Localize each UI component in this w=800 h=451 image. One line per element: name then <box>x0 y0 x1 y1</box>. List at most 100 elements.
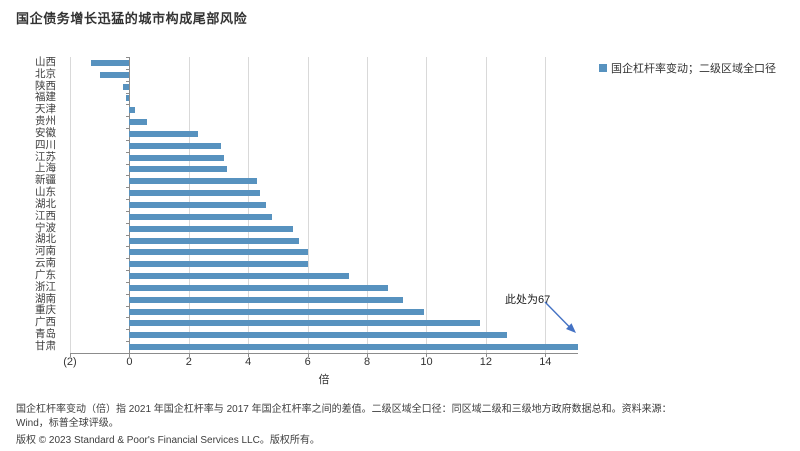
bar-安徽 <box>129 130 198 137</box>
bar-天津 <box>129 107 136 114</box>
y-axis-label: 安徽 <box>35 126 56 139</box>
y-axis-label: 湖北 <box>35 197 56 210</box>
x-axis-tick-mark <box>545 354 547 357</box>
category-tick-mark <box>126 281 130 283</box>
annotation-text: 此处为67 <box>505 294 551 306</box>
category-tick-mark <box>126 68 130 70</box>
gridline <box>545 57 547 353</box>
bar-重庆 <box>129 308 424 315</box>
x-axis-tick-mark <box>307 354 309 357</box>
bar-江苏 <box>129 154 225 161</box>
category-tick-mark <box>126 116 130 118</box>
category-tick-mark <box>126 57 130 58</box>
gridline <box>367 57 369 353</box>
legend-swatch-icon <box>599 64 607 72</box>
y-axis-label: 云南 <box>35 257 56 270</box>
x-axis-tick-label: 10 <box>420 356 433 368</box>
x-axis-tick-mark <box>129 354 131 357</box>
bar-陕西 <box>123 83 130 90</box>
category-tick-mark <box>126 234 130 236</box>
y-axis-label: 河南 <box>35 245 56 258</box>
bar-湖南 <box>129 296 403 303</box>
gridline <box>70 57 71 353</box>
copyright-line: 版权 © 2023 Standard & Poor's Financial Se… <box>16 435 320 446</box>
x-axis-tick-label: 4 <box>245 356 252 368</box>
x-axis-tick-label: 12 <box>479 356 493 368</box>
legend-label: 国企杠杆率变动；二级区域全口径 <box>611 63 776 75</box>
bar-云南 <box>129 261 308 268</box>
bar-甘肃 <box>129 344 578 351</box>
y-axis-label: 江苏 <box>35 150 56 163</box>
category-tick-mark <box>126 246 130 248</box>
y-axis-label: 湖南 <box>35 292 56 305</box>
category-tick-mark <box>126 305 130 307</box>
category-tick-mark <box>126 199 130 201</box>
category-tick-mark <box>126 139 130 141</box>
y-axis-label: 上海 <box>35 162 56 175</box>
footnotes: 国企杠杆率变动（倍）指 2021 年国企杠杆率与 2017 年国企杠杆率之间的差… <box>16 403 672 448</box>
category-tick-mark <box>126 128 130 130</box>
category-tick-mark <box>126 293 130 295</box>
y-axis-label: 贵州 <box>35 115 56 128</box>
x-axis-tick-label: (2) <box>63 356 77 368</box>
x-axis-tick-mark <box>426 354 428 357</box>
bar-河南 <box>129 249 308 256</box>
bar-北京 <box>99 71 130 78</box>
gridline <box>426 57 428 353</box>
x-axis-tick-mark <box>367 354 369 357</box>
category-tick-mark <box>126 341 130 343</box>
y-axis-label: 浙江 <box>35 280 56 293</box>
bar-上海 <box>129 166 228 173</box>
bar-青岛 <box>129 332 507 339</box>
bar-山西 <box>90 59 130 66</box>
y-axis-label: 重庆 <box>35 304 56 317</box>
category-tick-mark <box>126 163 130 165</box>
category-tick-mark <box>126 222 130 224</box>
y-axis-label: 天津 <box>35 103 56 116</box>
x-axis-tick-label: 2 <box>185 356 192 368</box>
y-axis-label: 青岛 <box>35 328 56 341</box>
gridline <box>307 57 309 353</box>
bar-湖北 <box>129 237 299 244</box>
bar-湖北 <box>129 202 267 208</box>
y-axis-labels: 山西 北京 陕西 福建 天津 贵州 安徽 四川 江苏 上海 新疆 山东 湖北 江西 宁波 湖北 河南 云南 广东 浙江… <box>0 56 56 353</box>
y-axis-label: 甘肃 <box>35 339 56 352</box>
y-axis-label: 北京 <box>35 67 56 80</box>
y-axis-label: 山东 <box>35 186 56 199</box>
y-axis-label: 湖北 <box>35 233 56 246</box>
footnote-line-1: 国企杠杆率变动（倍）指 2021 年国企杠杆率与 2017 年国企杠杆率之间的差… <box>16 404 672 415</box>
category-tick-mark <box>126 80 130 82</box>
category-tick-mark <box>126 270 130 272</box>
x-axis-tick-label: 14 <box>539 356 552 368</box>
y-axis-label: 陕西 <box>35 79 56 92</box>
bar-新疆 <box>129 178 258 185</box>
category-tick-mark <box>126 104 130 106</box>
category-tick-mark <box>126 258 130 260</box>
bar-山东 <box>129 190 261 197</box>
legend: 国企杠杆率变动；二级区域全口径 <box>599 60 776 76</box>
y-axis-label: 广西 <box>35 316 56 329</box>
category-tick-mark <box>126 175 130 177</box>
x-axis-tick-mark <box>485 354 487 357</box>
bar-贵州 <box>129 119 148 126</box>
x-axis-tick-mark <box>248 354 250 357</box>
x-axis-tick-label: 0 <box>126 356 133 368</box>
y-axis-label: 江西 <box>35 209 56 222</box>
gridline <box>485 57 487 353</box>
category-tick-mark <box>126 353 130 354</box>
category-tick-mark <box>126 210 130 212</box>
bar-四川 <box>129 142 222 149</box>
chart-title: 国企债务增长迅猛的城市构成尾部风险 <box>16 11 248 26</box>
footnote-line-2: Wind，标普全球评级。 <box>16 417 119 429</box>
y-axis-label: 新疆 <box>35 174 56 187</box>
bar-广东 <box>129 273 350 280</box>
y-axis-label: 广东 <box>35 268 56 281</box>
y-axis-label: 宁波 <box>35 221 56 234</box>
x-axis-tick-label: 8 <box>364 356 371 368</box>
category-tick-mark <box>126 151 130 153</box>
bar-宁波 <box>129 225 293 232</box>
bar-江西 <box>129 213 272 220</box>
category-tick-mark <box>126 92 130 94</box>
plot-area <box>70 57 578 357</box>
